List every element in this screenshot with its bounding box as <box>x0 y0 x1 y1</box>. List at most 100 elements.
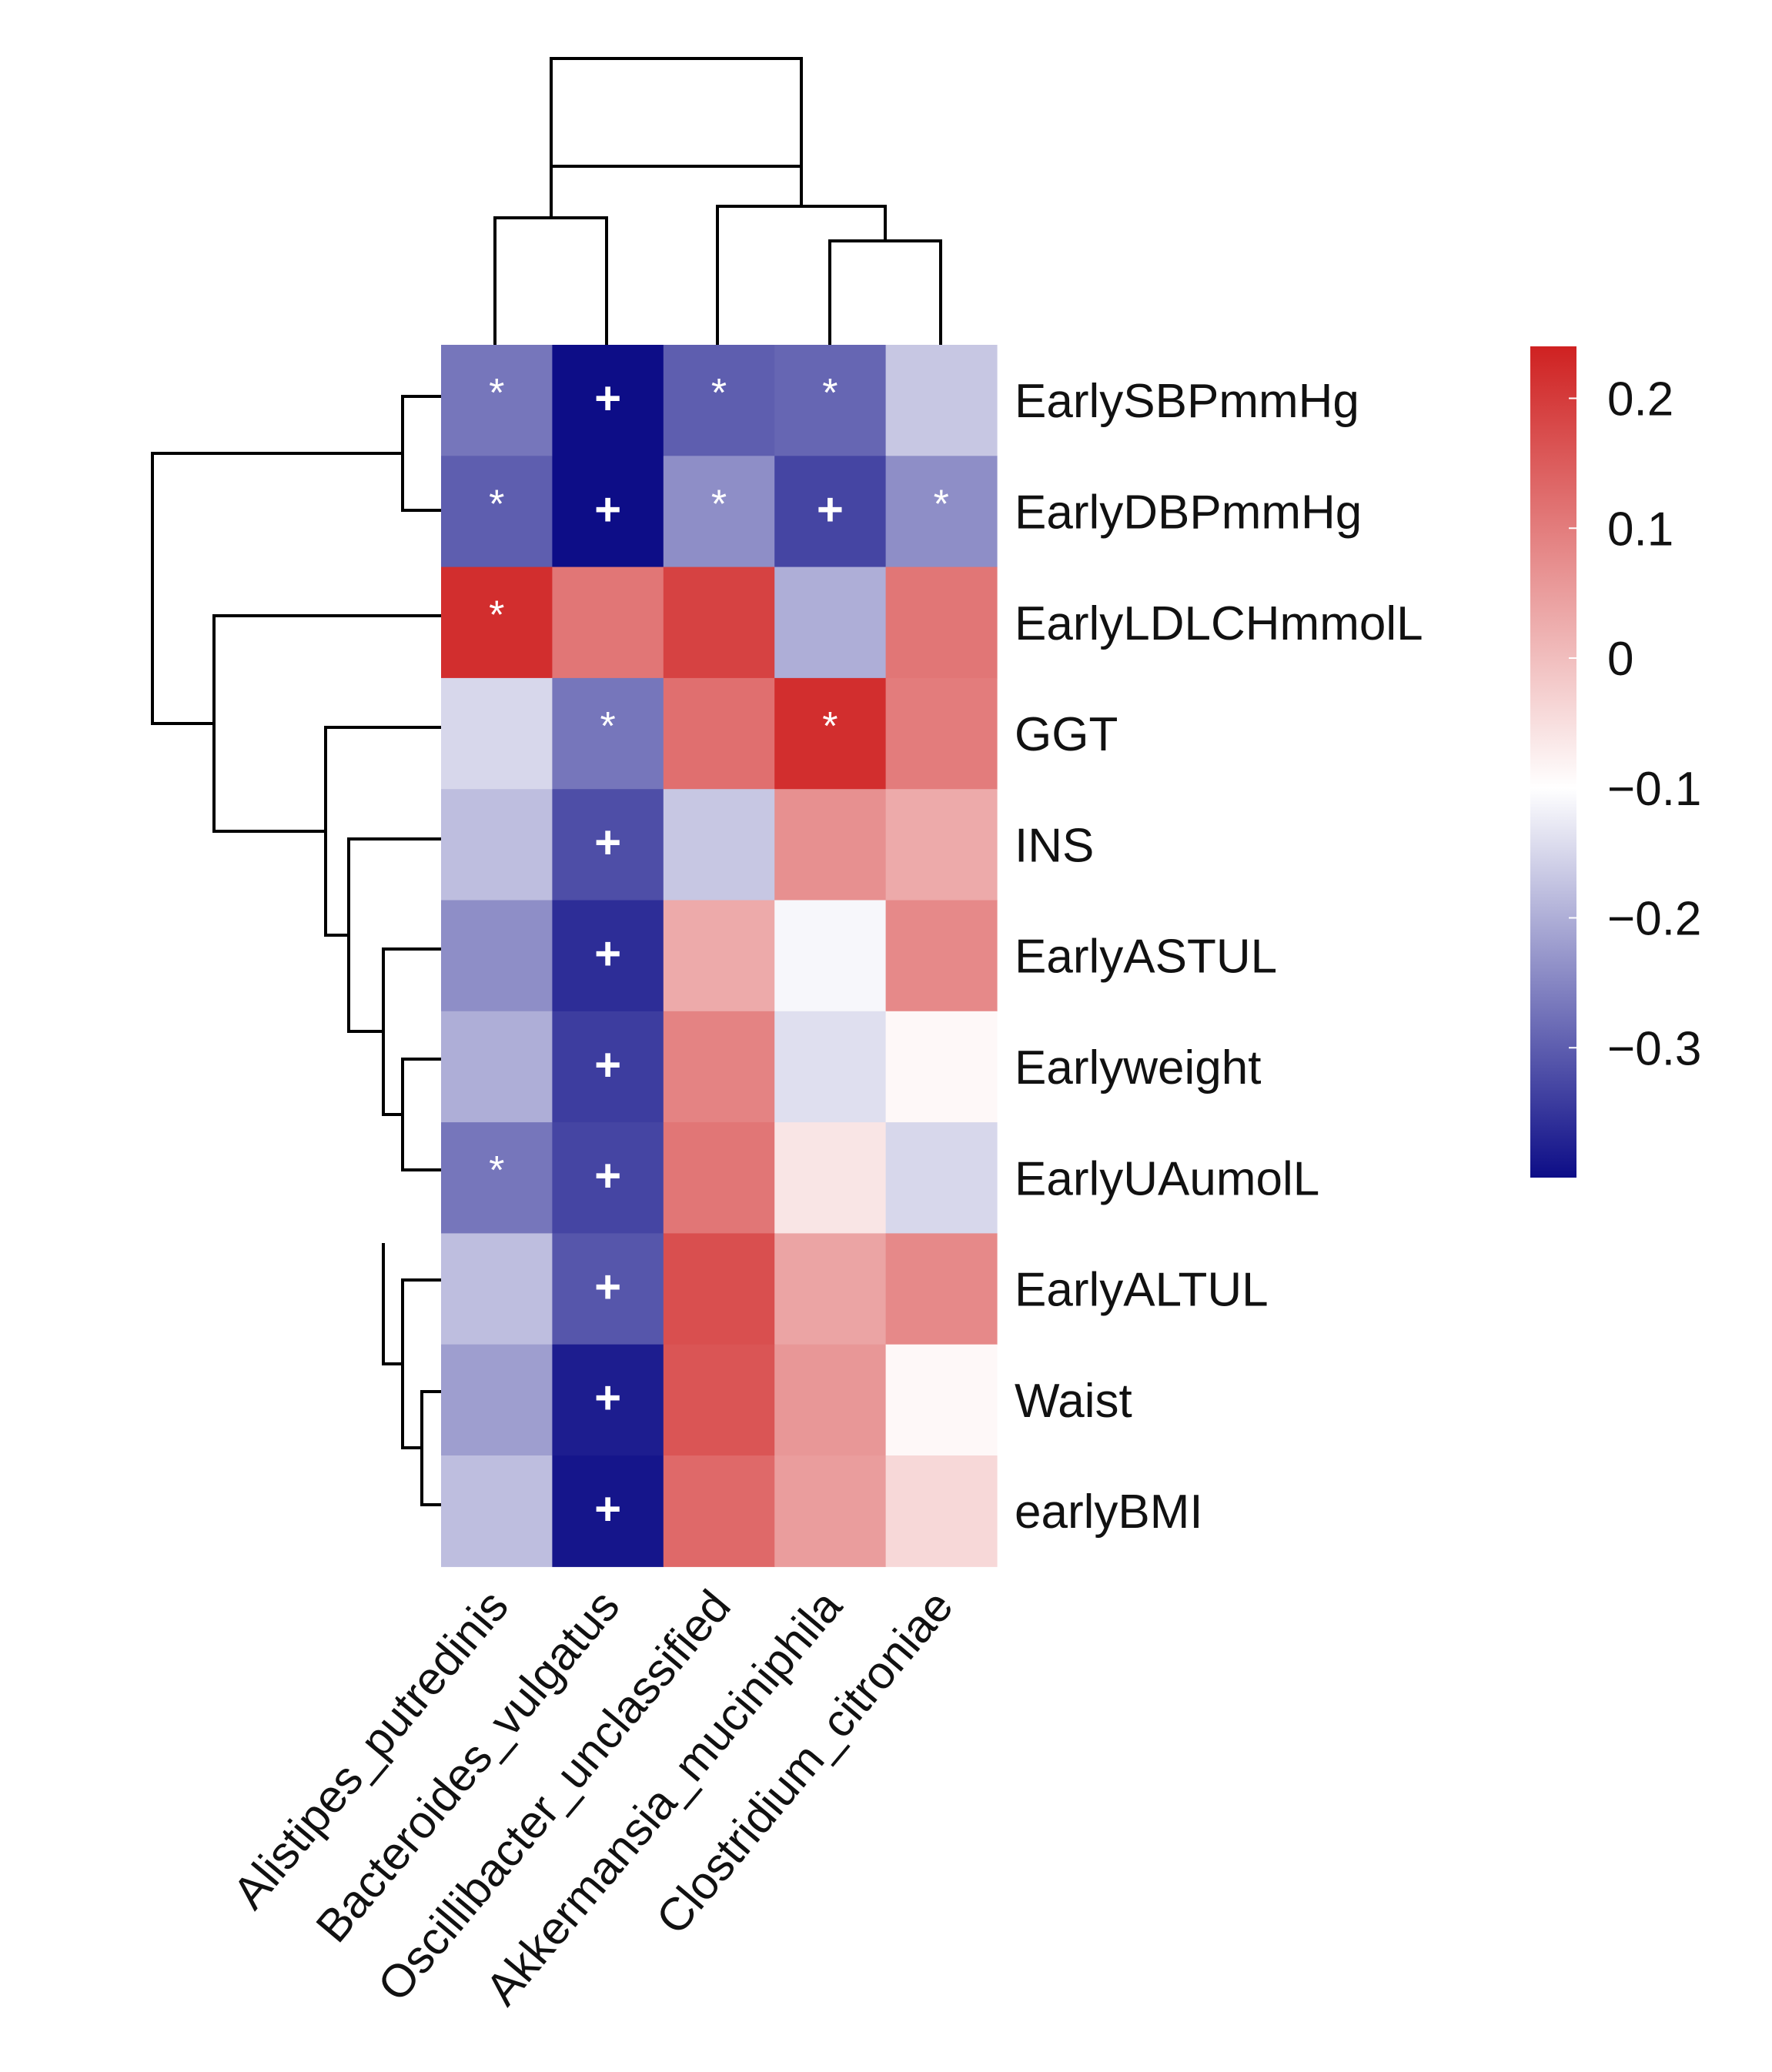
color-bar-legend: 0.2 0.1 0 −0.1 −0.2 −0.3 <box>1530 346 1701 1178</box>
color-bar-tick-label: −0.3 <box>1607 1022 1701 1075</box>
heatmap-cell <box>774 1011 887 1123</box>
heatmap-cell <box>774 1344 887 1456</box>
heatmap-cell <box>663 456 775 568</box>
heatmap-cell <box>663 566 775 679</box>
color-bar-tick-label: 0 <box>1607 633 1633 686</box>
significance-star: * <box>489 482 504 526</box>
heatmap-cell <box>774 1122 887 1234</box>
color-bar-tick-label: −0.1 <box>1607 763 1701 816</box>
heatmap-cell <box>663 1344 775 1456</box>
heatmap-cell <box>885 789 998 901</box>
row-label: Waist <box>1015 1375 1132 1428</box>
color-bar-tick-label: −0.2 <box>1607 893 1701 946</box>
significance-plus: + <box>817 483 844 535</box>
row-dendrogram <box>151 395 441 1506</box>
heatmap-cell <box>885 1344 998 1456</box>
heatmap-cell <box>885 1011 998 1123</box>
significance-plus: + <box>594 1483 621 1535</box>
heatmap-cell <box>552 1233 664 1345</box>
significance-plus: + <box>594 928 621 980</box>
row-label: EarlyUAumolL <box>1015 1152 1319 1205</box>
heatmap-cell <box>663 789 775 901</box>
significance-star: * <box>711 371 727 416</box>
row-label: INS <box>1015 819 1094 872</box>
heatmap-cell <box>885 456 998 568</box>
heatmap-cell <box>663 1011 775 1123</box>
heatmap-cell <box>885 566 998 679</box>
heatmap-cell <box>441 677 553 790</box>
significance-star: * <box>822 371 838 416</box>
heatmap-cell <box>552 1455 664 1567</box>
significance-star: * <box>822 704 838 749</box>
row-label: EarlyDBPmmHg <box>1015 486 1362 539</box>
row-label: Earlyweight <box>1015 1041 1261 1094</box>
heatmap-cell <box>774 1233 887 1345</box>
row-label: EarlyASTUL <box>1015 931 1277 984</box>
significance-plus: + <box>594 1372 621 1424</box>
row-label: earlyBMI <box>1015 1485 1203 1539</box>
row-label: EarlyALTUL <box>1015 1264 1269 1317</box>
heatmap-cell <box>663 677 775 790</box>
heatmap-cell <box>885 1233 998 1345</box>
heatmap-cell <box>552 1011 664 1123</box>
significance-star: * <box>600 704 615 749</box>
heatmap-cell <box>885 900 998 1012</box>
heatmap-cell <box>774 789 887 901</box>
heatmap-cell <box>885 1455 998 1567</box>
heatmap-cell <box>441 1344 553 1456</box>
heatmap-cell <box>552 900 664 1012</box>
heatmap-cell <box>885 1122 998 1234</box>
heatmap-cell <box>441 789 553 901</box>
significance-star: * <box>489 593 504 638</box>
row-label: GGT <box>1015 708 1118 761</box>
heatmap-cell <box>552 456 664 568</box>
significance-plus: + <box>594 1261 621 1312</box>
heatmap-cell <box>885 345 998 456</box>
heatmap-cell <box>663 900 775 1012</box>
heatmap-cell <box>663 345 775 456</box>
heatmap-cell <box>552 677 664 790</box>
heatmap-cell <box>885 677 998 790</box>
significance-plus: + <box>594 1150 621 1201</box>
heatmap-cell <box>441 1011 553 1123</box>
significance-plus: + <box>594 483 621 535</box>
significance-plus: + <box>594 817 621 868</box>
row-label: EarlySBPmmHg <box>1015 375 1359 428</box>
heatmap-cell <box>774 456 887 568</box>
heatmap-cell <box>441 1122 553 1234</box>
row-labels: EarlySBPmmHg EarlyDBPmmHg EarlyLDLCHmmolL G… <box>1015 375 1423 1539</box>
significance-star: * <box>489 371 504 416</box>
heatmap-cell <box>441 456 553 568</box>
heatmap-cell <box>441 345 553 456</box>
row-label: EarlyLDLCHmmolL <box>1015 597 1423 650</box>
heatmap-cell <box>552 789 664 901</box>
significance-star: * <box>711 482 727 526</box>
significance-marks: * + * * * + * + * * * * + + + * + + + + <box>489 371 949 1535</box>
significance-plus: + <box>594 373 621 424</box>
column-labels: Alistipes_putredinisBacteroides_vulgatus… <box>223 1580 963 2015</box>
heatmap-cell <box>774 677 887 790</box>
heatmap-cell <box>552 1122 664 1234</box>
heatmap-cell <box>441 900 553 1012</box>
color-bar-tick-label: 0.2 <box>1607 373 1673 426</box>
heatmap-cell <box>552 566 664 679</box>
heatmap-cell <box>441 1233 553 1345</box>
heatmap-cell <box>441 566 553 679</box>
heatmap-cell <box>663 1122 775 1234</box>
column-dendrogram <box>493 57 942 345</box>
significance-plus: + <box>594 1039 621 1091</box>
heatmap-cell <box>774 1455 887 1567</box>
heatmap-cell <box>774 566 887 679</box>
heatmap-cell <box>552 345 664 456</box>
color-bar-ticks: 0.2 0.1 0 −0.1 −0.2 −0.3 <box>1569 373 1701 1075</box>
heatmap-cell <box>663 1233 775 1345</box>
significance-star: * <box>934 482 949 526</box>
heatmap-cell <box>663 1455 775 1567</box>
heatmap-cell <box>774 345 887 456</box>
significance-star: * <box>489 1148 504 1193</box>
heatmap-cells <box>441 345 998 1567</box>
heatmap-cell <box>774 900 887 1012</box>
color-bar <box>1530 346 1576 1178</box>
heatmap-cell <box>552 1344 664 1456</box>
